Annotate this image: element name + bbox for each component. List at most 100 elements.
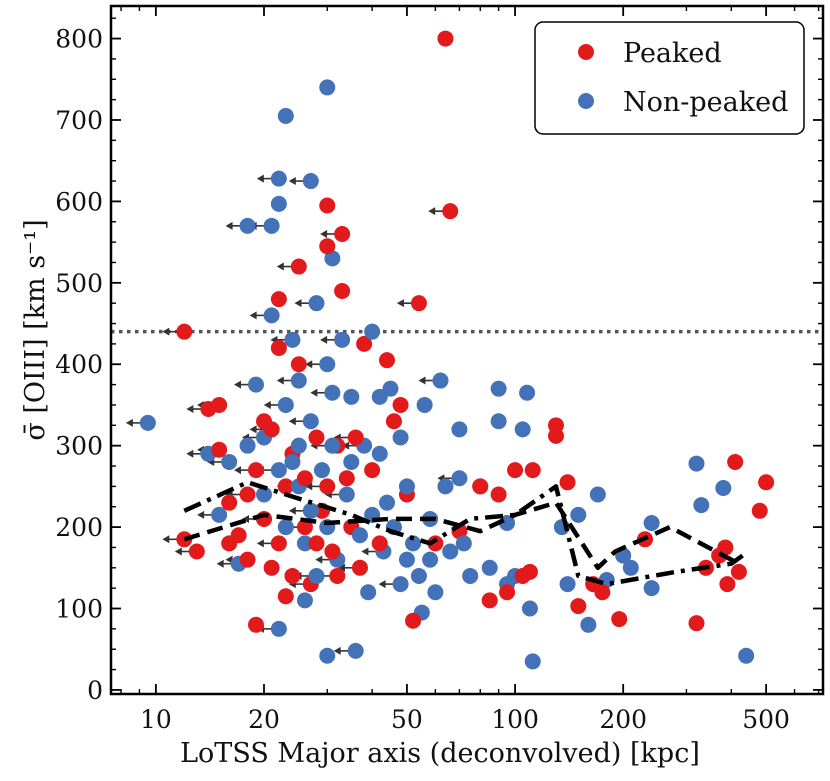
nonpeaked-point [490, 380, 507, 397]
nonpeaked-point [277, 107, 294, 124]
peaked-point [277, 588, 294, 605]
upper-limit-arrow-head [288, 506, 296, 515]
peaked-point [364, 462, 381, 479]
nonpeaked-point [324, 437, 341, 454]
peaked-point [507, 462, 524, 479]
peaked-point [270, 339, 287, 356]
nonpeaked-point [360, 584, 377, 601]
peaked-point [437, 30, 454, 47]
legend: Peaked Non-peaked [534, 21, 805, 135]
nonpeaked-point [308, 567, 325, 584]
peaked-point [176, 323, 193, 340]
peaked-point [570, 598, 587, 615]
peaked-point [256, 413, 273, 430]
upper-limit-arrow-head [418, 376, 426, 385]
upper-limit-arrow-head [276, 376, 284, 385]
nonpeaked-point [239, 437, 256, 454]
nonpeaked-point [738, 647, 755, 664]
nonpeaked-point [481, 559, 498, 576]
peaked-point [296, 519, 313, 536]
legend-box [534, 21, 805, 135]
median-line-peaked [183, 500, 740, 571]
y-tick-label: 100 [55, 595, 103, 624]
nonpeaked-point [319, 356, 336, 373]
nonpeaked-point [451, 470, 468, 487]
x-tick-label: 10 [140, 705, 172, 734]
x-tick-label: 200 [599, 705, 647, 734]
nonpeaked-point [432, 372, 449, 389]
nonpeaked-point [319, 647, 336, 664]
peaked-point [499, 584, 516, 601]
nonpeaked-point [410, 567, 427, 584]
peaked-point [270, 535, 287, 552]
nonpeaked-point [324, 384, 341, 401]
upper-limit-arrow-head [249, 311, 257, 320]
peaked-point [719, 576, 736, 593]
peaked-point [319, 478, 336, 495]
nonpeaked-point [270, 462, 287, 479]
nonpeaked-point [139, 414, 156, 431]
nonpeaked-point [715, 480, 732, 497]
nonpeaked-point [688, 455, 705, 472]
peaked-point [296, 470, 313, 487]
upper-limit-arrow-head [225, 221, 233, 230]
peaked-point [211, 396, 228, 413]
nonpeaked-point [392, 429, 409, 446]
median-line-nonpeaked [183, 480, 744, 587]
peaked-point [410, 295, 427, 312]
nonpeaked-point [462, 567, 479, 584]
nonpeaked-point [416, 396, 433, 413]
nonpeaked-point [622, 559, 639, 576]
peaked-point [442, 203, 459, 220]
peaked-point [239, 551, 256, 568]
nonpeaked-point [263, 307, 280, 324]
peaked-point [338, 470, 355, 487]
upper-limit-arrow-head [378, 580, 386, 589]
peaked-point [730, 563, 747, 580]
nonpeaked-point [284, 331, 301, 348]
peaked-point [547, 417, 564, 434]
nonpeaked-point [270, 620, 287, 637]
peaked-point [284, 567, 301, 584]
plot-frame [109, 4, 825, 696]
nonpeaked-point [693, 497, 710, 514]
upper-limit-arrow-head [186, 405, 194, 414]
nonpeaked-point [277, 396, 294, 413]
peaked-point [211, 441, 228, 458]
nonpeaked-point [319, 79, 336, 96]
nonpeaked-point [211, 506, 228, 523]
nonpeaked-point [302, 502, 319, 519]
upper-limit-arrow-head [256, 174, 264, 183]
nonpeaked-point [290, 437, 307, 454]
nonpeaked-point [643, 580, 660, 597]
peaked-point [490, 486, 507, 503]
nonpeaked-point [324, 250, 341, 267]
upper-limit-arrow-head [361, 547, 369, 556]
peaked-point [263, 559, 280, 576]
peaked-point [514, 567, 531, 584]
peaked-point [611, 611, 628, 628]
peaked-point [277, 478, 294, 495]
peaked-point [230, 527, 247, 544]
x-tick-label: 50 [391, 705, 423, 734]
upper-limit-arrow-head [242, 514, 250, 523]
nonpeaked-point [263, 217, 280, 234]
nonpeaked-point [313, 462, 330, 479]
upper-limit-arrow-head [310, 388, 318, 397]
nonpeaked-point [351, 527, 368, 544]
nonpeaked-point [398, 551, 415, 568]
nonpeaked-point [521, 600, 538, 617]
nonpeaked-point [422, 551, 439, 568]
nonpeaked-point [364, 323, 381, 340]
y-tick-label: 300 [55, 432, 103, 461]
nonpeaked-point [589, 486, 606, 503]
nonpeaked-point [221, 453, 238, 470]
upper-limit-arrow-head [288, 417, 296, 426]
peaked-point [378, 352, 395, 369]
nonpeaked-point [559, 576, 576, 593]
nonpeaked-point [338, 486, 355, 503]
upper-limit-arrow-head [256, 539, 264, 548]
peaked-point [427, 535, 444, 552]
upper-limit-arrow-head [174, 547, 182, 556]
